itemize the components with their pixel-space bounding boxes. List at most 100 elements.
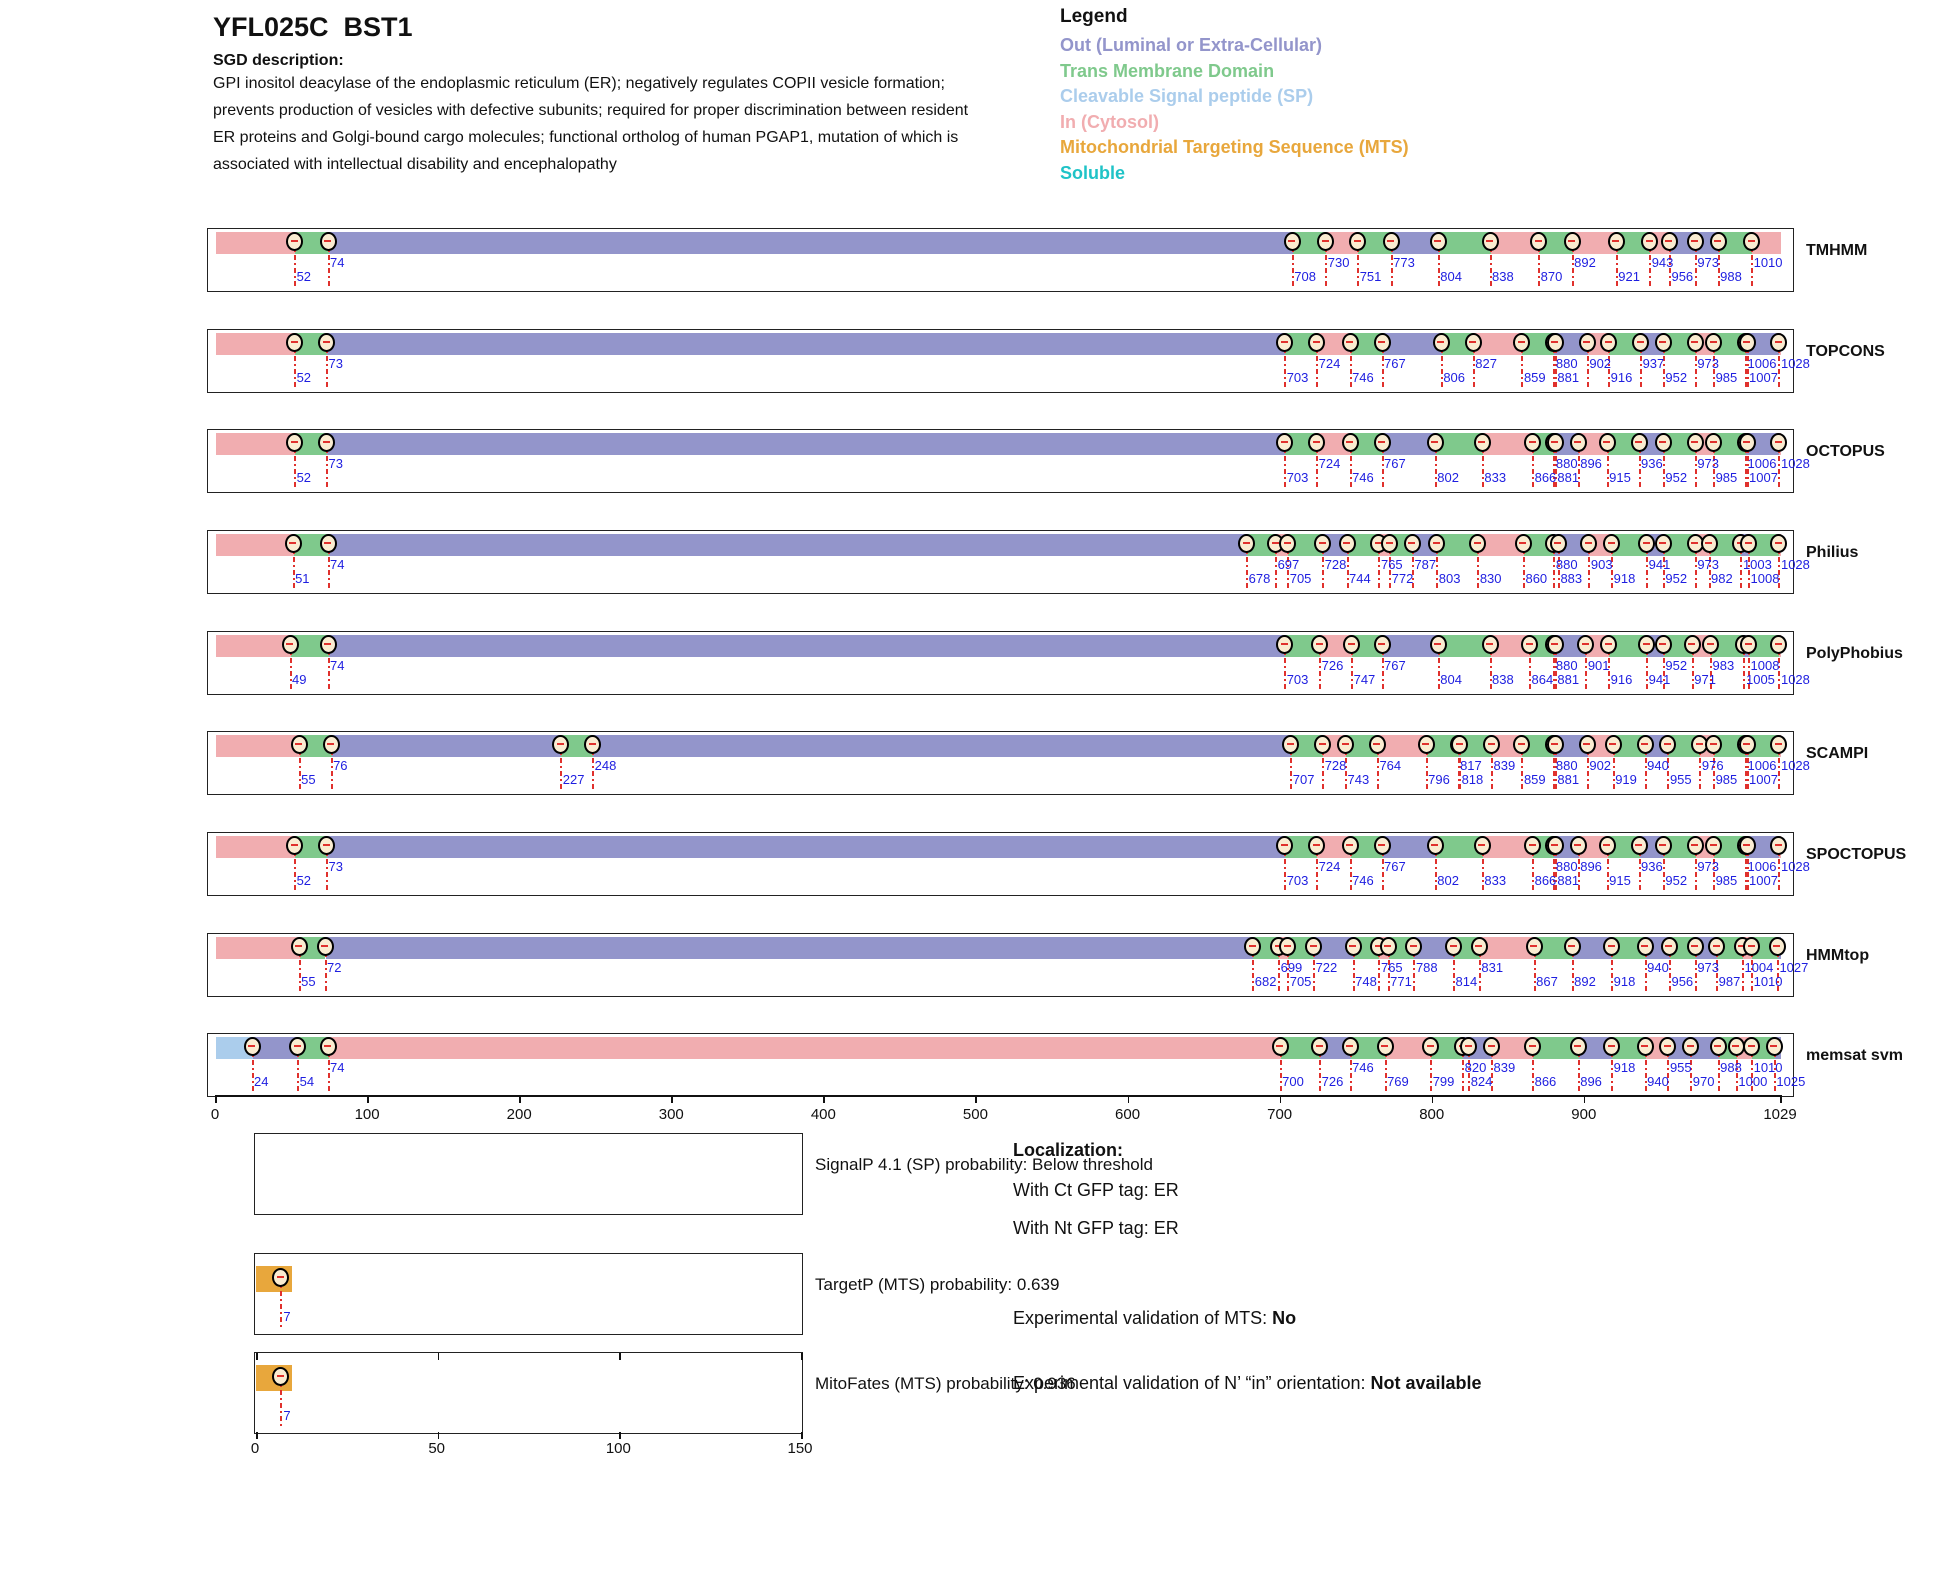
track-label: SCAMPI [1806, 745, 1869, 763]
segment-out [1572, 936, 1613, 959]
boundary-value: 765 [1380, 959, 1403, 975]
boundary-marker-icon [1341, 835, 1359, 855]
boundary-line [1376, 745, 1379, 792]
boundary-marker-icon [1464, 332, 1482, 352]
boundary-value: 746 [1352, 369, 1374, 385]
boundary-marker-icon [1344, 936, 1362, 956]
boundary-marker-icon [1379, 936, 1397, 956]
boundary-line [1378, 946, 1381, 993]
boundary-value: 833 [1484, 470, 1507, 486]
boundary-line [1751, 1047, 1754, 1094]
boundary-line [1284, 443, 1287, 490]
segment-tm [1534, 936, 1573, 959]
boundary-marker-icon [1530, 232, 1548, 251]
boundary-value: 765 [1380, 556, 1403, 572]
boundary-value: 985 [1715, 369, 1738, 385]
boundary-line [1390, 242, 1393, 288]
boundary-marker-icon [319, 634, 337, 654]
boundary-value: 1008 [1750, 657, 1780, 673]
segment-in [1473, 332, 1523, 355]
boundary-marker-icon [1660, 936, 1678, 956]
boundary-line [1751, 242, 1754, 288]
boundary-marker-icon [1630, 835, 1648, 855]
axis-tick [1583, 1095, 1586, 1103]
boundary-value: 1028 [1780, 456, 1810, 472]
boundary-marker-icon [1368, 735, 1386, 755]
boundary-marker-icon [1513, 735, 1531, 755]
boundary-value: 916 [1610, 369, 1633, 385]
boundary-marker-icon [1770, 332, 1788, 352]
boundary-line [1252, 946, 1255, 993]
boundary-marker-icon [1317, 232, 1335, 251]
boundary-marker-icon [1546, 433, 1564, 453]
boundary-line [280, 1377, 283, 1429]
boundary-line [1691, 644, 1694, 691]
boundary-marker-icon [286, 835, 304, 855]
boundary-line [1606, 845, 1609, 892]
sgd-description-heading: SGD description: [213, 52, 344, 69]
track-label: memsat svm [1806, 1047, 1903, 1065]
boundary-line [1713, 342, 1716, 389]
boundary-line [1667, 745, 1670, 792]
track-box-SCAMPI: 55 76 227 248 707 728 743 764 796 817 818 839 859 880… [207, 731, 1868, 796]
boundary-value: 880 [1555, 657, 1578, 673]
boundary-marker-icon [1768, 936, 1786, 956]
boundary-line [1381, 845, 1384, 892]
boundary-line [1481, 845, 1484, 892]
boundary-value: 743 [1347, 772, 1370, 788]
boundary-line [1349, 845, 1352, 892]
boundary-line [1694, 443, 1697, 490]
boundary-marker-icon [1279, 936, 1297, 956]
boundary-line [1741, 946, 1744, 993]
boundary-marker-icon [1341, 433, 1359, 453]
axis-tick-label: 1029 [1763, 1106, 1797, 1123]
boundary-line [1437, 242, 1440, 288]
axis-tick [1279, 1095, 1282, 1103]
boundary-line [1735, 1047, 1738, 1094]
segment-in [216, 332, 296, 355]
boundary-marker-icon [1607, 232, 1625, 251]
boundary-line [1640, 342, 1643, 389]
boundary-value: 744 [1349, 570, 1371, 586]
boundary-value: 864 [1531, 671, 1554, 687]
boundary-value: 74 [330, 255, 345, 270]
boundary-value: 1028 [1780, 355, 1810, 371]
boundary-line [1436, 543, 1439, 590]
boundary-marker-icon [1382, 232, 1400, 251]
boundary-line [1349, 1047, 1352, 1094]
boundary-line [1425, 745, 1428, 792]
boundary-line [1608, 644, 1611, 691]
boundary-value: 814 [1455, 973, 1478, 989]
boundary-line [294, 242, 297, 288]
boundary-line [1532, 845, 1535, 892]
axis-tick [823, 1095, 825, 1103]
plot-axis-tick [619, 1432, 621, 1439]
boundary-value: 896 [1580, 858, 1602, 874]
boundary-value: 1004 [1744, 959, 1774, 975]
boundary-line [1571, 242, 1574, 288]
boundary-line [1468, 1047, 1471, 1094]
boundary-line [294, 443, 297, 490]
boundary-line [1571, 946, 1574, 993]
segment-tm [290, 634, 329, 657]
boundary-line [1553, 443, 1556, 490]
boundary-value: 707 [1292, 772, 1315, 788]
axis-tick [1431, 1095, 1434, 1103]
boundary-value: 880 [1555, 758, 1578, 774]
boundary-value: 866 [1534, 470, 1557, 486]
boundary-value: 988 [1720, 1060, 1742, 1076]
boundary-marker-icon [243, 1037, 261, 1057]
axis-baseline [215, 1095, 1781, 1097]
boundary-line [1477, 543, 1480, 590]
boundary-line [280, 1278, 283, 1330]
boundary-marker-icon [272, 1268, 290, 1287]
boundary-value: 880 [1555, 858, 1578, 874]
segment-out [1382, 634, 1439, 657]
boundary-line [1553, 644, 1556, 691]
boundary-line [1577, 443, 1580, 490]
boundary-line [1694, 342, 1697, 389]
boundary-line [1611, 1047, 1614, 1094]
boundary-marker-icon [1563, 936, 1581, 956]
boundary-line [1662, 443, 1665, 490]
axis-tick-label: 400 [810, 1106, 836, 1123]
